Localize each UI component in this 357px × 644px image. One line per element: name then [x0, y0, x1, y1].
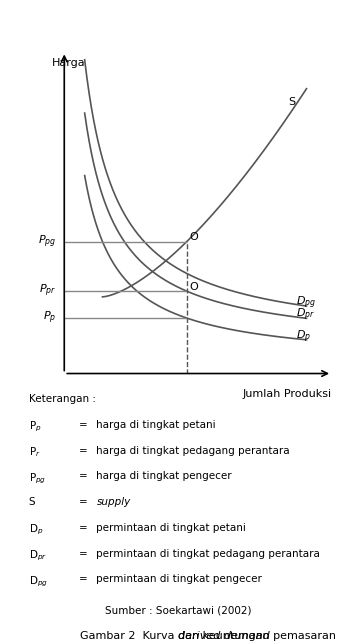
- Text: $P_{pg}$: $P_{pg}$: [38, 234, 57, 250]
- Text: harga di tingkat pengecer: harga di tingkat pengecer: [96, 471, 232, 482]
- Text: $D_{pg}$: $D_{pg}$: [296, 294, 316, 310]
- Text: =: =: [79, 497, 87, 507]
- Text: dan keuntungan pemasaran: dan keuntungan pemasaran: [178, 631, 337, 641]
- Text: =: =: [79, 574, 87, 585]
- Text: harga di tingkat pedagang perantara: harga di tingkat pedagang perantara: [96, 446, 290, 456]
- Text: permintaan di tingkat pedagang perantara: permintaan di tingkat pedagang perantara: [96, 549, 320, 559]
- Text: Gambar 2  Kurva: Gambar 2 Kurva: [80, 631, 178, 641]
- Text: Sumber : Soekartawi (2002): Sumber : Soekartawi (2002): [105, 605, 252, 616]
- Text: =: =: [79, 549, 87, 559]
- Text: $D_p$: $D_p$: [296, 328, 311, 345]
- Text: $P_{pr}$: $P_{pr}$: [39, 283, 57, 299]
- Text: $P_p$: $P_p$: [43, 310, 57, 327]
- Text: $D_{pr}$: $D_{pr}$: [296, 307, 316, 323]
- Text: permintaan di tingkat petani: permintaan di tingkat petani: [96, 523, 246, 533]
- Text: D$_{pg}$: D$_{pg}$: [29, 574, 47, 589]
- Text: S: S: [29, 497, 35, 507]
- Text: P$_p$: P$_p$: [29, 420, 41, 434]
- Text: P$_r$: P$_r$: [29, 446, 40, 459]
- Text: D$_p$: D$_p$: [29, 523, 43, 537]
- Text: supply: supply: [96, 497, 131, 507]
- Text: Jumlah Produksi: Jumlah Produksi: [243, 389, 332, 399]
- Text: harga di tingkat petani: harga di tingkat petani: [96, 420, 216, 430]
- Text: derived demand: derived demand: [178, 631, 270, 641]
- Text: S: S: [289, 97, 296, 107]
- Text: =: =: [79, 446, 87, 456]
- Text: O: O: [189, 232, 198, 242]
- Text: D$_{pr}$: D$_{pr}$: [29, 549, 47, 563]
- Text: permintaan di tingkat pengecer: permintaan di tingkat pengecer: [96, 574, 262, 585]
- Text: Keterangan :: Keterangan :: [29, 394, 96, 404]
- Text: =: =: [79, 420, 87, 430]
- Text: O: O: [189, 281, 198, 292]
- Text: =: =: [79, 523, 87, 533]
- Text: =: =: [79, 471, 87, 482]
- Text: Harga: Harga: [51, 58, 85, 68]
- Text: P$_{pg}$: P$_{pg}$: [29, 471, 46, 486]
